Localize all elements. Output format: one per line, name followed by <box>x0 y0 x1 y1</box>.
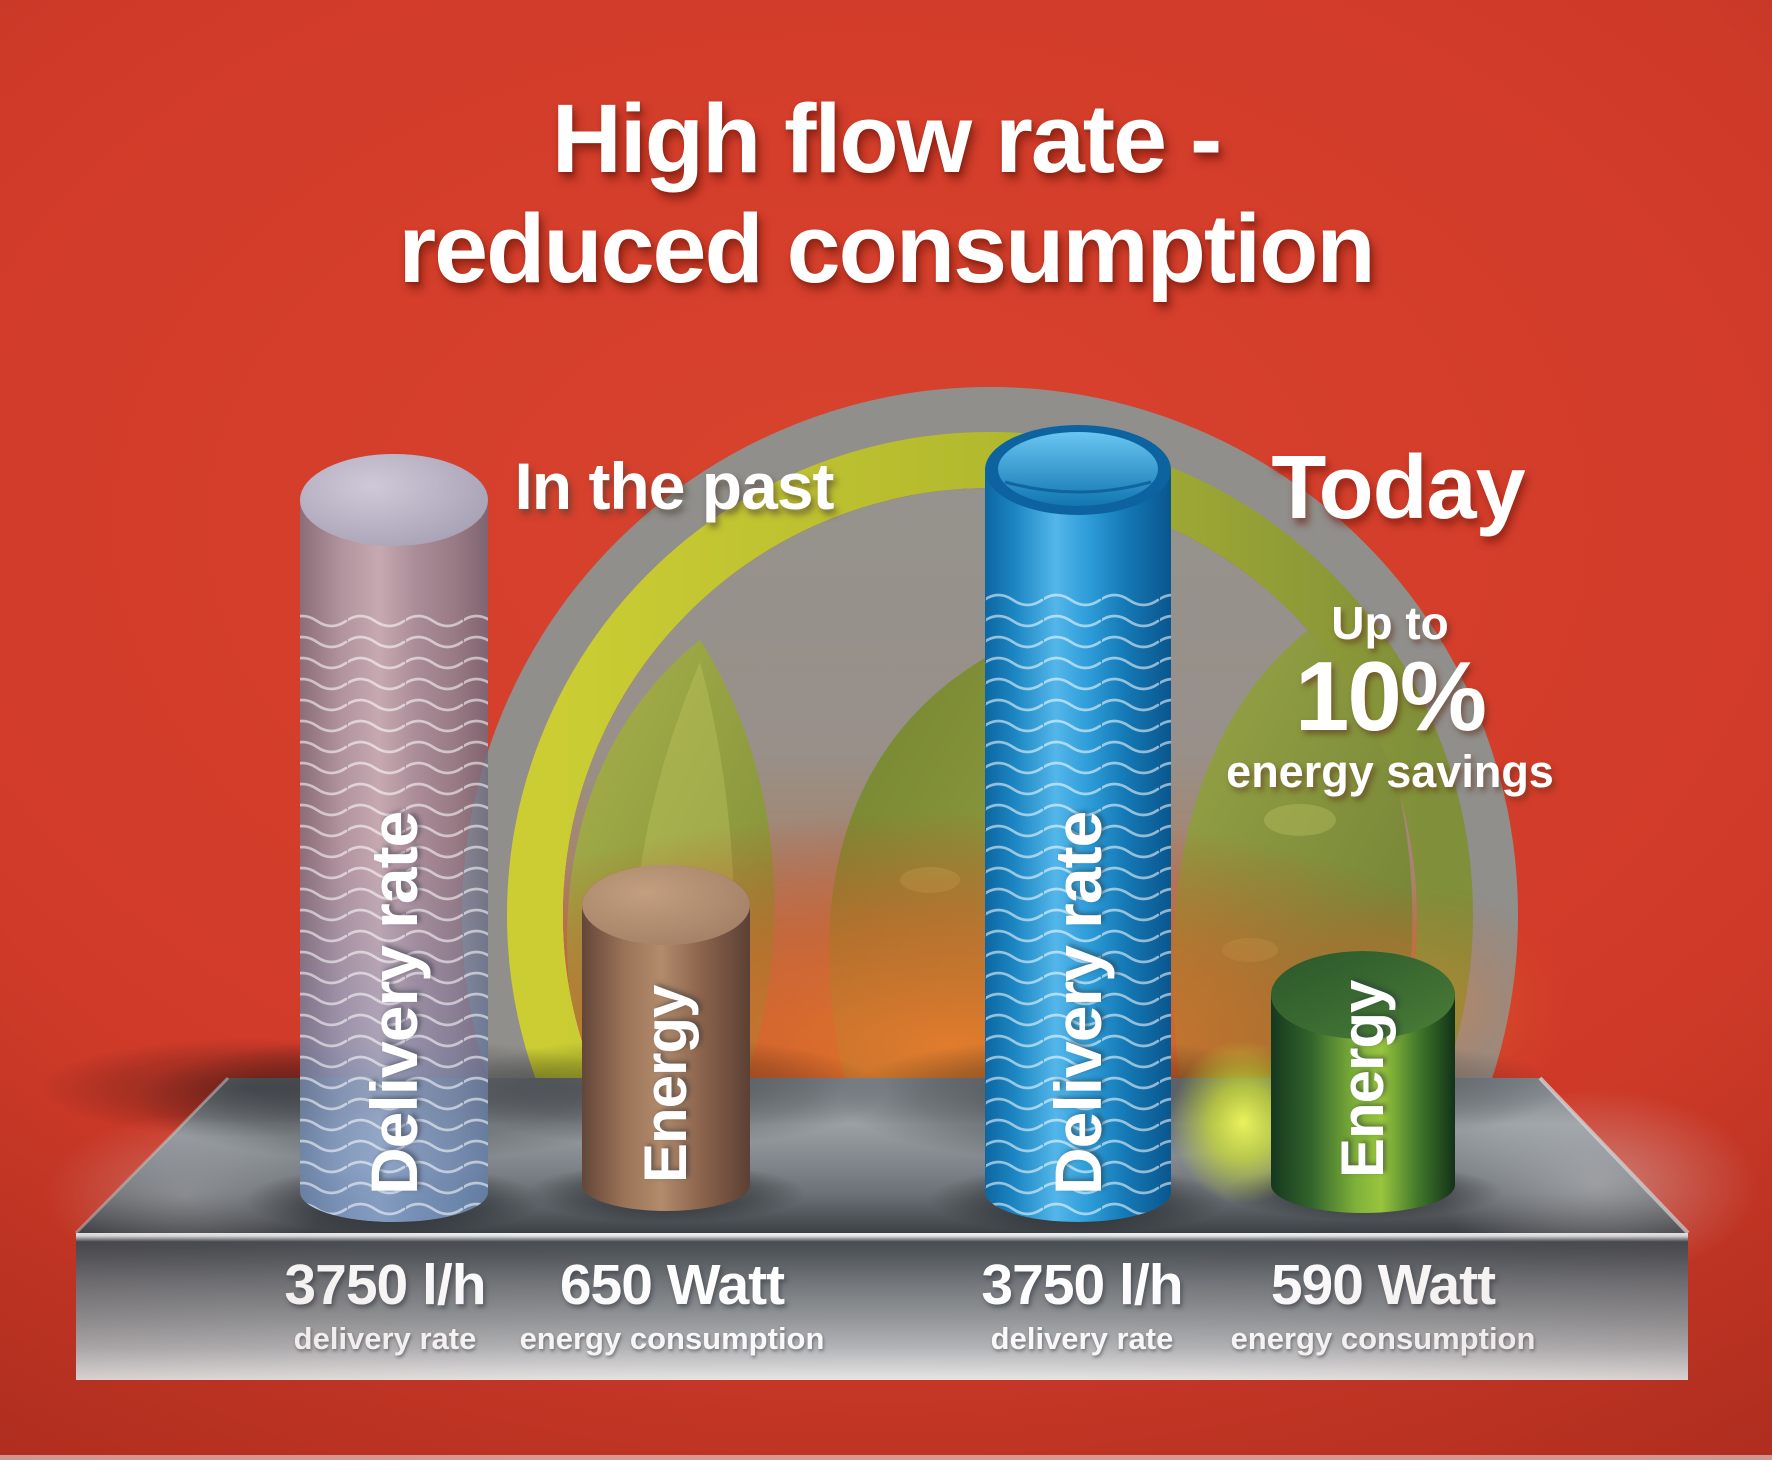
past-energy-cylinder <box>582 865 750 1211</box>
today-energy-value: 590 Watt <box>1270 1253 1496 1317</box>
past-energy-caption: energy consumption <box>519 1320 825 1356</box>
wave-texture <box>985 590 1171 1222</box>
savings-percent: 10% <box>1294 641 1487 751</box>
savings-energy-savings: energy savings <box>1226 746 1554 797</box>
heading-today: Today <box>1271 438 1525 538</box>
past-energy-value: 650 Watt <box>559 1253 785 1317</box>
wave-texture <box>300 612 488 1222</box>
platform-front-face <box>76 1233 1688 1380</box>
today-energy-value-block: 590 Watt energy consumption <box>1183 1253 1583 1357</box>
past-delivery-caption: delivery rate <box>293 1320 477 1356</box>
today-delivery-value-block: 3750 l/h delivery rate <box>882 1253 1282 1357</box>
title-line-2: reduced consumption <box>398 194 1375 303</box>
today-delivery-value: 3750 l/h <box>981 1253 1183 1317</box>
today-energy-caption: energy consumption <box>1230 1320 1536 1356</box>
today-energy-bar-label: Energy <box>1329 980 1396 1178</box>
page-title: High flow rate - reduced consumption <box>0 84 1772 304</box>
past-delivery-value: 3750 l/h <box>284 1253 486 1317</box>
past-delivery-bar-label: Delivery rate <box>357 811 431 1195</box>
today-delivery-cylinder <box>985 425 1171 1222</box>
past-delivery-cylinder <box>300 454 488 1222</box>
today-delivery-caption: delivery rate <box>990 1320 1174 1356</box>
heading-in-the-past: In the past <box>514 449 834 523</box>
title-line-1: High flow rate - <box>551 84 1223 193</box>
today-delivery-bar-label: Delivery rate <box>1041 811 1115 1195</box>
past-delivery-value-block: 3750 l/h delivery rate <box>185 1253 585 1357</box>
today-energy-cylinder <box>1271 951 1455 1213</box>
bottom-edge-line <box>0 1455 1772 1460</box>
savings-up-to: Up to <box>1331 597 1449 649</box>
past-energy-value-block: 650 Watt energy consumption <box>472 1253 872 1357</box>
past-energy-bar-label: Energy <box>632 985 699 1183</box>
